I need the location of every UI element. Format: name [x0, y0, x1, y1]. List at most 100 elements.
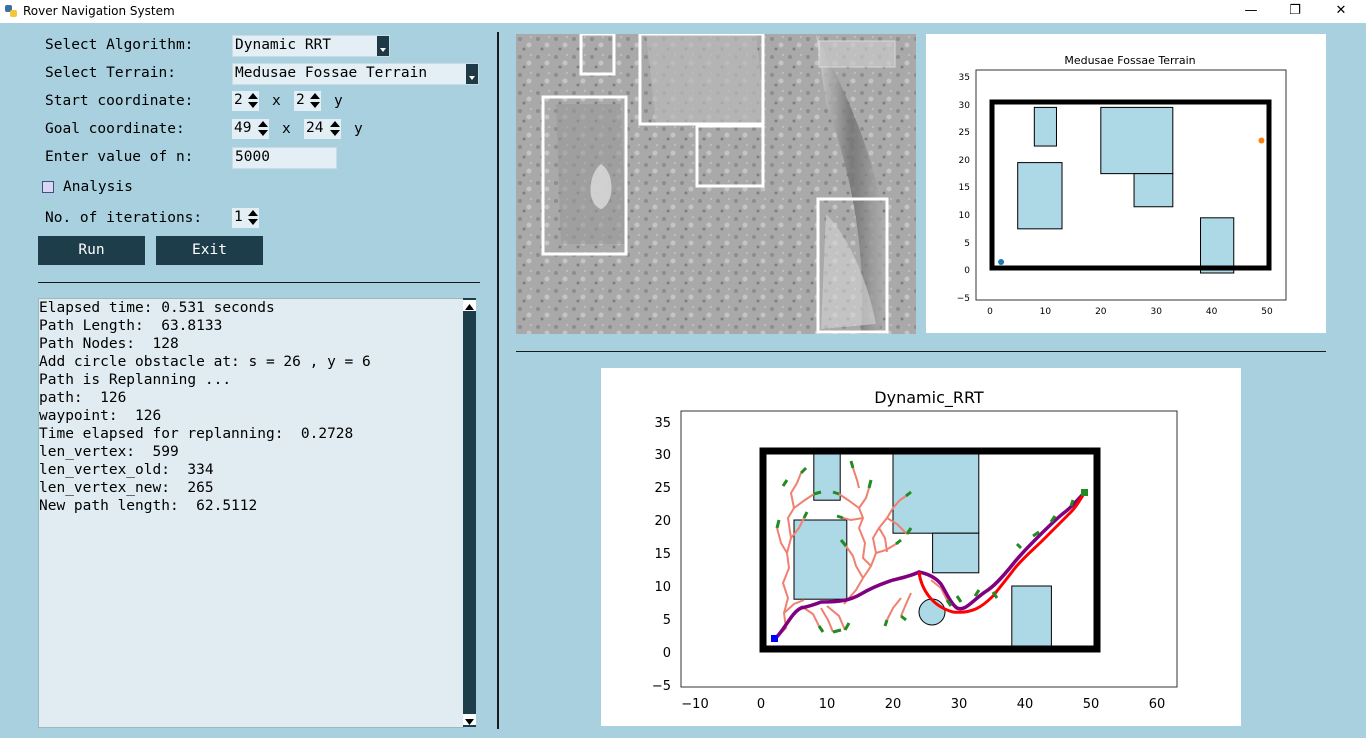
start-y-value: 2	[296, 92, 305, 108]
obstacle-group	[793, 453, 1052, 653]
obstacle	[1133, 173, 1174, 208]
tick-label: 35	[654, 416, 671, 431]
replanned-path	[917, 491, 1087, 614]
spin-arrows-icon[interactable]	[329, 119, 341, 139]
y-suffix: y	[354, 121, 363, 137]
console-line: Path Length: 63.8133	[39, 318, 223, 334]
python-icon	[5, 5, 17, 17]
tick-label: −5	[652, 679, 671, 694]
spin-arrows-icon[interactable]	[247, 208, 259, 228]
close-button[interactable]: ✕	[1335, 3, 1347, 18]
terrain-plot-title: Medusae Fossae Terrain	[1064, 54, 1195, 67]
start-x-spinbox[interactable]: 2	[232, 91, 259, 111]
scroll-up-icon[interactable]	[463, 300, 476, 311]
tick-label: 25	[654, 481, 671, 496]
goal-x-value: 49	[234, 120, 252, 136]
console-line: waypoint: 126	[39, 408, 162, 424]
iterations-label: No. of iterations:	[45, 210, 203, 226]
rrt-plot-panel: Dynamic_RRT −10 0 10 20 30 40 50 60 35 3…	[601, 368, 1241, 726]
spin-arrows-icon[interactable]	[257, 119, 269, 139]
divider	[38, 282, 480, 283]
spin-arrows-icon[interactable]	[247, 91, 259, 111]
tick-label: 10	[819, 697, 836, 712]
boundary-wall	[759, 447, 1101, 653]
analysis-checkbox[interactable]	[42, 181, 54, 193]
console-line: Path is Replanning ...	[39, 372, 232, 388]
goal-y-spinbox[interactable]: 24	[304, 119, 341, 139]
scroll-down-icon[interactable]	[463, 714, 476, 725]
algorithm-select[interactable]: Dynamic RRT	[232, 35, 390, 57]
tick-label: 30	[1150, 307, 1162, 317]
tick-label: 50	[1261, 307, 1273, 317]
obstacle	[1017, 162, 1063, 230]
tick-label: 20	[654, 514, 671, 529]
analysis-label: Analysis	[63, 179, 133, 195]
start-x-value: 2	[234, 92, 243, 108]
goal-y-value: 24	[306, 120, 324, 136]
console-line: path: 126	[39, 390, 127, 406]
tick-label: −10	[681, 697, 708, 712]
start-point	[998, 258, 1005, 265]
run-button[interactable]: Run	[38, 236, 145, 265]
chevron-down-icon[interactable]	[466, 64, 478, 84]
terrain-select-value: Medusae Fossae Terrain	[235, 65, 428, 81]
start-marker	[771, 635, 778, 642]
minimize-button[interactable]: —	[1244, 3, 1258, 18]
obstacle	[1033, 106, 1057, 147]
tick-label: 15	[654, 547, 671, 562]
console-line: len_vertex: 599	[39, 444, 179, 460]
iterations-value: 1	[234, 209, 243, 225]
x-separator: x	[282, 121, 291, 137]
tick-label: 5	[964, 239, 970, 249]
console-scrollbar[interactable]	[463, 298, 476, 727]
terrain-plot-panel: Medusae Fossae Terrain 0 10 20 30 40 50 …	[926, 34, 1326, 333]
tick-label: 0	[757, 697, 765, 712]
tick-label: 25	[959, 128, 970, 138]
tree-leaves	[775, 460, 1075, 634]
n-label: Enter value of n:	[45, 149, 194, 165]
terrain-select[interactable]: Medusae Fossae Terrain	[232, 63, 479, 85]
terrain-label: Select Terrain:	[45, 65, 176, 81]
goal-point	[1258, 137, 1265, 144]
tick-label: 10	[959, 211, 971, 221]
tick-label: 40	[1206, 307, 1218, 317]
exit-button[interactable]: Exit	[156, 236, 263, 265]
tick-label: 0	[663, 646, 671, 661]
tick-label: 20	[1095, 307, 1107, 317]
start-y-spinbox[interactable]: 2	[294, 91, 321, 111]
chevron-down-icon[interactable]	[377, 36, 389, 56]
tick-label: 50	[1083, 697, 1100, 712]
n-input[interactable]: 5000	[232, 147, 337, 169]
tick-label: 15	[959, 183, 970, 193]
obstacle	[932, 532, 980, 574]
tick-label: 20	[959, 156, 971, 166]
tick-label: 10	[1040, 307, 1052, 317]
tick-label: 0	[964, 266, 970, 276]
rrt-plot: Dynamic_RRT −10 0 10 20 30 40 50 60 35 3…	[652, 388, 1178, 712]
maximize-button[interactable]: ❐	[1289, 3, 1301, 18]
iterations-spinbox[interactable]: 1	[232, 208, 259, 228]
spin-arrows-icon[interactable]	[309, 91, 321, 111]
start-label: Start coordinate:	[45, 93, 194, 109]
obstacle	[1100, 106, 1174, 175]
tick-label: 60	[1149, 697, 1166, 712]
divider	[516, 351, 1326, 352]
circle-obstacle	[918, 598, 946, 626]
goal-marker	[1081, 489, 1088, 496]
console-line: Add circle obstacle at: s = 26 , y = 6	[39, 354, 371, 370]
console-line: New path length: 62.5112	[39, 498, 258, 514]
tick-label: 10	[654, 580, 671, 595]
obstacle	[892, 453, 980, 534]
goal-x-spinbox[interactable]: 49	[232, 119, 269, 139]
tick-label: 20	[885, 697, 902, 712]
tick-label: 30	[959, 101, 971, 111]
rrt-tree	[775, 467, 948, 639]
window-title: Rover Navigation System	[23, 4, 175, 18]
terrain-plot: Medusae Fossae Terrain 0 10 20 30 40 50 …	[957, 54, 1287, 317]
console-line: Time elapsed for replanning: 0.2728	[39, 426, 354, 442]
algorithm-label: Select Algorithm:	[45, 37, 194, 53]
terrain-image	[516, 34, 916, 334]
output-console[interactable]: Elapsed time: 0.531 seconds Path Length:…	[38, 298, 464, 728]
console-line: Elapsed time: 0.531 seconds	[39, 300, 275, 316]
algorithm-select-value: Dynamic RRT	[235, 37, 332, 53]
